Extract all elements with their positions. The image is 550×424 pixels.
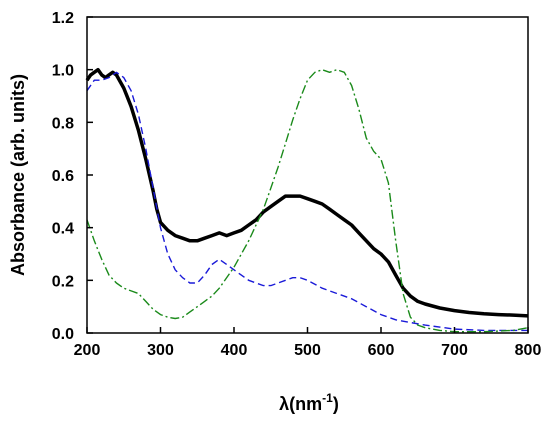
series-line-3 [86, 69, 529, 333]
y-tick-label: 0.6 [52, 168, 74, 185]
x-axis-title-superscript: -1 [322, 391, 333, 405]
series-line-1 [85, 67, 529, 318]
y-tick-label: 0.8 [52, 115, 74, 132]
x-tick-label: 200 [74, 342, 101, 359]
plot-lines [85, 67, 529, 333]
x-tick-label: 500 [294, 342, 321, 359]
x-axis-title-close: ) [333, 394, 339, 414]
x-tick-label: 600 [368, 342, 395, 359]
y-axis-title: Absorbance (arb. units) [8, 74, 28, 276]
x-tick-label: 700 [441, 342, 468, 359]
x-tick-label: 800 [515, 342, 542, 359]
y-tick-label: 0.2 [52, 273, 74, 290]
x-axis-title-main: λ(nm [279, 394, 322, 414]
plot-frame [86, 16, 529, 334]
y-tick-label: 1.2 [52, 10, 74, 27]
x-tick-label: 400 [221, 342, 248, 359]
y-tick-label: 1.0 [52, 63, 74, 80]
x-axis-title: λ(nm-1) [279, 391, 339, 414]
x-tick-label: 300 [147, 342, 174, 359]
axes: 200 300 400 500 600 700 800 0.0 0.2 0.4 0.6 0.8 1.0 1… [52, 10, 542, 359]
y-tick-label: 0.0 [52, 326, 74, 343]
series-line-2 [86, 71, 528, 332]
y-tick-label: 0.4 [52, 221, 74, 238]
